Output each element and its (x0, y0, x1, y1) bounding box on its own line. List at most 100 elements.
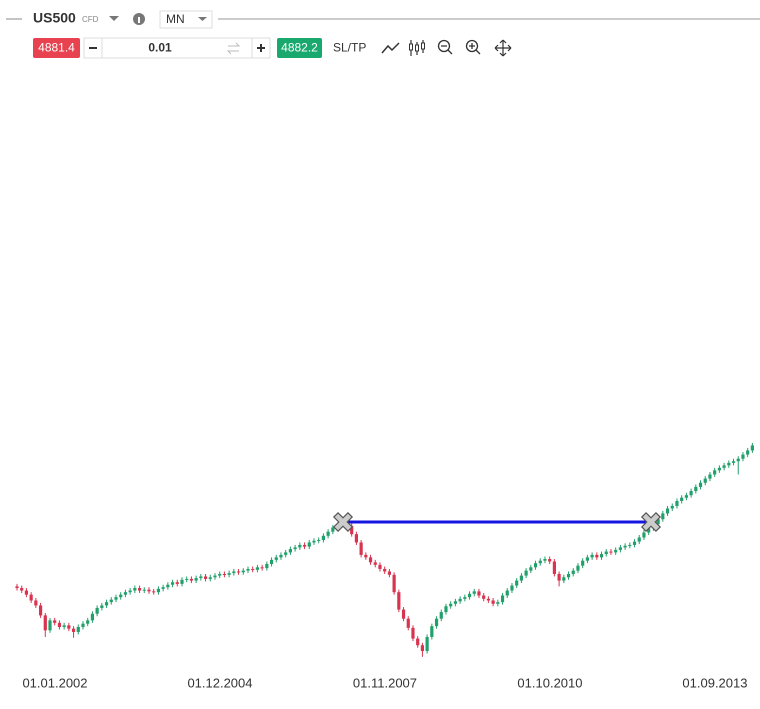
zoom-in-glyph (469, 43, 481, 55)
candle-body (637, 537, 641, 542)
zoom-in-icon[interactable] (465, 39, 479, 53)
candle-body (236, 571, 241, 573)
candle-body (703, 478, 707, 483)
candle-body (397, 592, 401, 610)
candle-body (562, 577, 566, 581)
plus-button[interactable] (257, 44, 265, 52)
candle-body (199, 576, 203, 579)
candle-body (359, 542, 363, 555)
candle-body (128, 590, 132, 593)
candle-body (632, 541, 637, 545)
candle-body (71, 628, 76, 632)
candle-body (599, 554, 604, 558)
candle-body (708, 474, 712, 479)
candle-body (180, 579, 184, 584)
buy-button[interactable] (277, 38, 322, 58)
candle-body (411, 627, 415, 639)
candle-body (750, 445, 754, 451)
candle-body (307, 542, 311, 547)
handle-shape (332, 511, 354, 533)
symbol[interactable]: US500 (33, 10, 76, 26)
candle-body (529, 567, 533, 571)
candle-body (543, 559, 547, 561)
candle-body (698, 482, 703, 487)
candle-body (467, 593, 472, 598)
x-tick-label: 01.11.2007 (353, 675, 417, 690)
candle-body (628, 544, 632, 546)
candle-body (746, 450, 750, 455)
candle-body (661, 513, 665, 520)
candle-body (722, 465, 726, 468)
candle-body (133, 588, 137, 591)
candle-body (675, 501, 679, 506)
sltp-button[interactable]: SL/TP (333, 41, 366, 55)
timeframe-box[interactable] (159, 10, 213, 29)
candle-body (557, 573, 561, 581)
volume-input[interactable]: 0.01 (148, 41, 172, 55)
candle-body (680, 497, 684, 501)
candle-body (255, 567, 260, 570)
candle-body (463, 597, 467, 599)
line-chart-icon[interactable] (381, 42, 400, 54)
trend-handle[interactable] (329, 508, 357, 536)
candle-body (472, 591, 476, 594)
candle-body (161, 587, 165, 589)
candle-body (444, 606, 448, 613)
candle-body (552, 561, 556, 574)
candle-body (515, 580, 519, 586)
candle-body (298, 544, 302, 548)
symbol-dropdown[interactable] (109, 16, 119, 21)
candle-body (717, 467, 721, 471)
candle-body (392, 574, 396, 593)
candle-body (505, 590, 509, 596)
candle-body (152, 591, 156, 593)
candle-body (576, 565, 580, 571)
candle-body (109, 599, 113, 603)
handle-shape (640, 511, 662, 533)
candle-body (269, 559, 274, 564)
candle-body (34, 600, 38, 606)
candle-body (585, 557, 589, 561)
candle-body (647, 528, 651, 533)
candle-body (142, 589, 146, 591)
plot-area: 01.01.2002 01.12.2004 01.11.2007 01.10.2010… (15, 442, 754, 690)
candle-body (194, 578, 198, 581)
candle-body (430, 626, 434, 637)
candle-body (29, 594, 33, 601)
candle-body (609, 551, 613, 553)
candle-body (227, 573, 231, 575)
candle-body (727, 462, 731, 466)
candle-body (364, 554, 368, 558)
move-icon[interactable] (494, 39, 512, 57)
candle-body (302, 544, 307, 547)
candle-body (86, 620, 90, 624)
candle-body (114, 597, 118, 600)
candle-body (48, 620, 52, 631)
candle-body (38, 605, 43, 616)
candle-body (354, 534, 359, 543)
candle-body (453, 601, 458, 604)
candle-icon-body (409, 43, 413, 51)
candle-body (736, 458, 740, 462)
zoom-out-icon[interactable] (437, 39, 451, 53)
info-glyph (138, 17, 140, 23)
candle-body (156, 588, 161, 593)
candle-body (321, 535, 326, 540)
trend-handle[interactable] (637, 508, 665, 536)
candle-body (95, 607, 99, 614)
candle-body (24, 590, 29, 595)
candle-body (425, 636, 429, 652)
x-tick-label: 01.01.2002 (22, 675, 87, 690)
candle-body (350, 525, 354, 535)
candle-body (62, 625, 66, 627)
candle-body (642, 532, 646, 538)
candle-body (104, 602, 109, 606)
candle-body (119, 594, 123, 598)
candle-icon-body (415, 44, 419, 52)
candle-body (331, 527, 335, 532)
candle-body (166, 584, 170, 588)
candle-body (533, 563, 538, 568)
candle-body (383, 568, 387, 572)
swap-icon[interactable] (226, 42, 241, 55)
sell-button[interactable] (33, 38, 80, 58)
